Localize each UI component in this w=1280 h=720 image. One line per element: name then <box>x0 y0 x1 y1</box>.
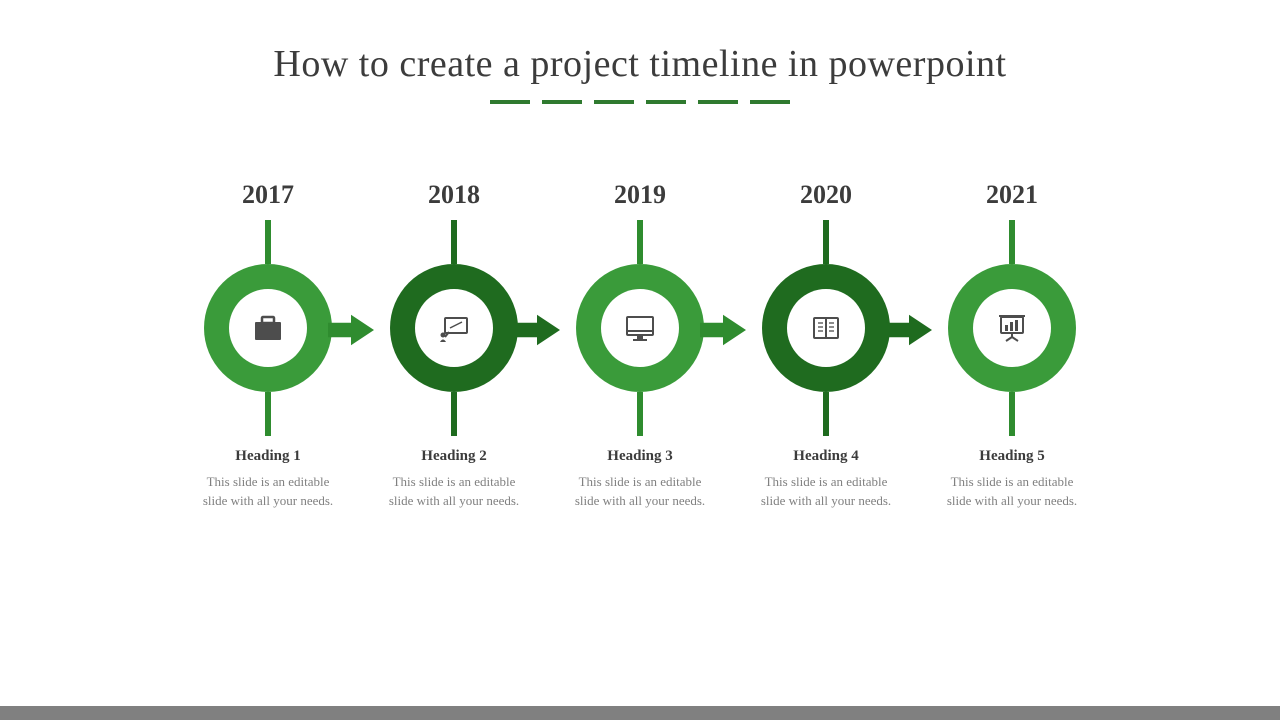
briefcase-icon <box>250 310 286 346</box>
arrow-icon <box>698 310 748 350</box>
year-label: 2020 <box>800 180 852 210</box>
page-title: How to create a project timeline in powe… <box>0 0 1280 86</box>
timeline-node: 2020 Heading 4 This slide is an editable s… <box>733 180 919 511</box>
timeline-node: 2021 Heading 5 This slide is an editable s… <box>919 180 1105 511</box>
ring-inner <box>973 289 1051 367</box>
ring <box>576 264 704 392</box>
year-label: 2021 <box>986 180 1038 210</box>
stem-bottom <box>1009 392 1015 436</box>
stem-top <box>637 220 643 264</box>
ring-inner <box>787 289 865 367</box>
year-label: 2019 <box>614 180 666 210</box>
year-label: 2017 <box>242 180 294 210</box>
stem-bottom <box>265 392 271 436</box>
ring <box>204 264 332 392</box>
node-heading: Heading 4 <box>793 448 858 465</box>
node-heading: Heading 1 <box>235 448 300 465</box>
monitor-icon <box>622 310 658 346</box>
stem-bottom <box>823 392 829 436</box>
arrow-icon <box>512 310 562 350</box>
stem-bottom <box>451 392 457 436</box>
ring <box>948 264 1076 392</box>
node-heading: Heading 2 <box>421 448 486 465</box>
ring <box>390 264 518 392</box>
ring-inner <box>415 289 493 367</box>
arrow-icon <box>326 310 376 350</box>
node-description: This slide is an editable slide with all… <box>193 473 343 511</box>
stem-top <box>451 220 457 264</box>
node-heading: Heading 5 <box>979 448 1044 465</box>
year-label: 2018 <box>428 180 480 210</box>
footer-bar <box>0 706 1280 720</box>
presentation-icon <box>436 310 472 346</box>
ring-inner <box>229 289 307 367</box>
arrow-icon <box>884 310 934 350</box>
timeline-node: 2017 Heading 1 This slide is an editable s… <box>175 180 361 511</box>
node-description: This slide is an editable slide with all… <box>751 473 901 511</box>
node-description: This slide is an editable slide with all… <box>937 473 1087 511</box>
timeline-container: 2017 Heading 1 This slide is an editable s… <box>0 180 1280 511</box>
node-description: This slide is an editable slide with all… <box>379 473 529 511</box>
timeline-node: 2018 Heading 2 This slide is an editable s… <box>361 180 547 511</box>
node-description: This slide is an editable slide with all… <box>565 473 715 511</box>
stem-top <box>823 220 829 264</box>
stem-bottom <box>637 392 643 436</box>
book-icon <box>808 310 844 346</box>
timeline: 2017 Heading 1 This slide is an editable s… <box>0 180 1280 511</box>
ring-inner <box>601 289 679 367</box>
stem-top <box>265 220 271 264</box>
stem-top <box>1009 220 1015 264</box>
chart-board-icon <box>994 310 1030 346</box>
title-underline <box>0 100 1280 104</box>
ring <box>762 264 890 392</box>
node-heading: Heading 3 <box>607 448 672 465</box>
timeline-node: 2019 Heading 3 This slide is an editable s… <box>547 180 733 511</box>
